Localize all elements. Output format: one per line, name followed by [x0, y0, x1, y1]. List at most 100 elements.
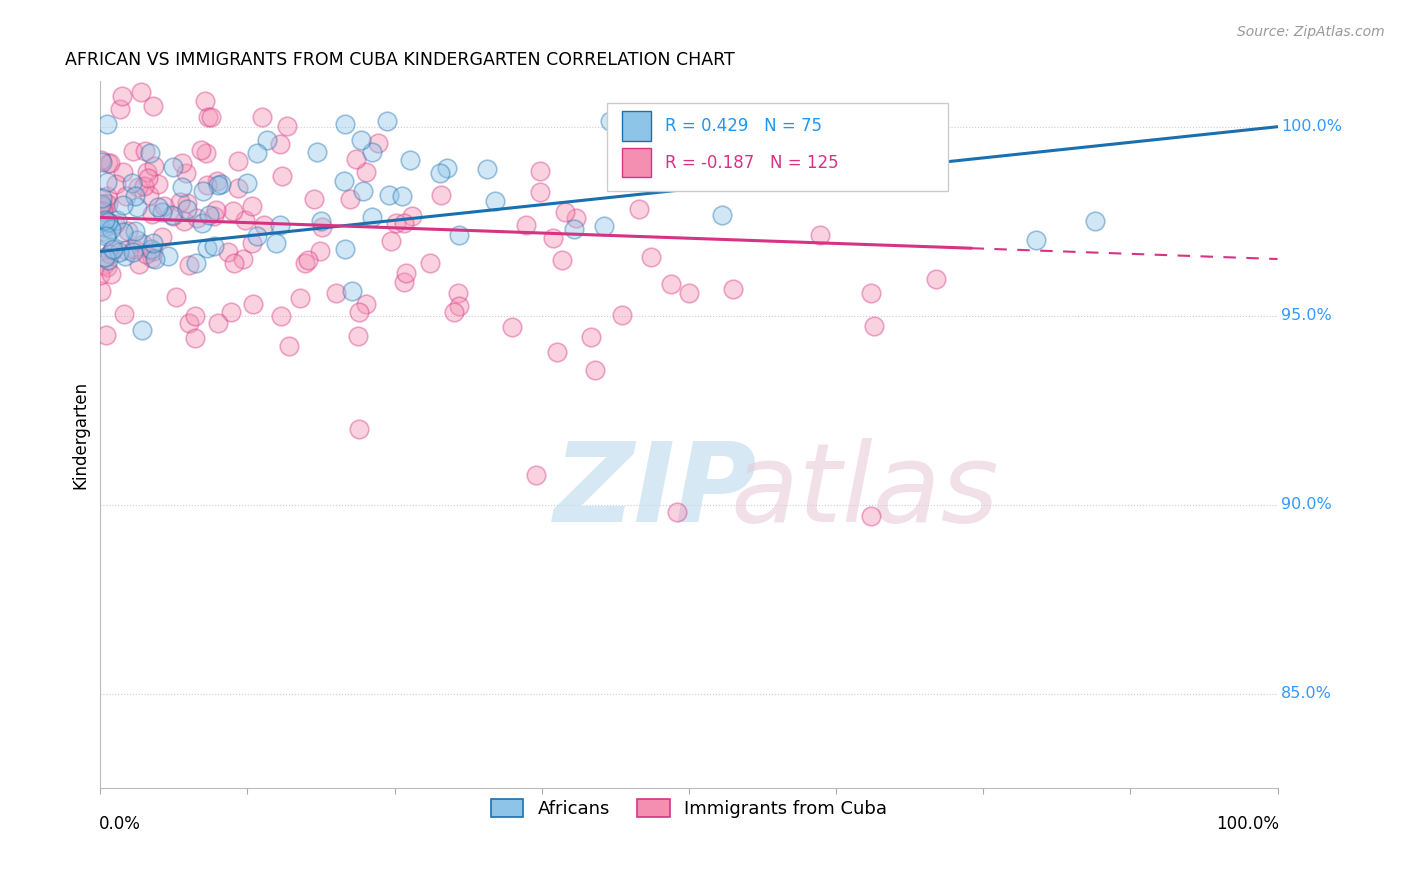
- Point: [143, 252, 166, 266]
- Point: [128, 257, 150, 271]
- Point: [91, 204, 114, 219]
- Point: [378, 188, 401, 202]
- Point: [191, 215, 214, 229]
- Text: 90.0%: 90.0%: [1281, 497, 1331, 512]
- Point: [541, 231, 564, 245]
- Point: [246, 229, 269, 244]
- Point: [391, 189, 413, 203]
- FancyBboxPatch shape: [606, 103, 948, 191]
- Point: [429, 166, 451, 180]
- Point: [311, 213, 333, 227]
- Point: [111, 88, 134, 103]
- Point: [136, 164, 159, 178]
- Point: [207, 316, 229, 330]
- Point: [721, 281, 744, 295]
- Point: [349, 305, 371, 319]
- Point: [202, 209, 225, 223]
- Point: [169, 194, 191, 209]
- Point: [253, 218, 276, 232]
- Y-axis label: Kindergarten: Kindergarten: [72, 381, 89, 489]
- Point: [132, 236, 155, 251]
- Text: R = 0.429   N = 75: R = 0.429 N = 75: [665, 117, 823, 135]
- Point: [98, 156, 121, 170]
- Point: [112, 307, 135, 321]
- Point: [678, 286, 700, 301]
- Point: [111, 197, 134, 211]
- Point: [207, 178, 229, 193]
- Text: 0.0%: 0.0%: [100, 815, 141, 833]
- Point: [340, 285, 363, 299]
- Point: [91, 199, 114, 213]
- Point: [124, 188, 146, 202]
- Point: [394, 275, 416, 289]
- Point: [207, 174, 229, 188]
- Point: [96, 188, 118, 202]
- Point: [333, 174, 356, 188]
- Point: [339, 192, 361, 206]
- Point: [117, 224, 139, 238]
- Point: [89, 268, 111, 282]
- Point: [863, 319, 886, 334]
- Point: [96, 117, 118, 131]
- Point: [160, 208, 183, 222]
- Point: [96, 227, 118, 242]
- Point: [209, 177, 232, 191]
- Point: [174, 166, 197, 180]
- Point: [96, 215, 118, 229]
- Point: [91, 224, 114, 238]
- Point: [627, 202, 650, 217]
- Point: [311, 219, 333, 234]
- Point: [579, 330, 602, 344]
- Point: [367, 136, 389, 150]
- Point: [240, 199, 263, 213]
- Point: [344, 152, 367, 166]
- Point: [302, 192, 325, 206]
- Point: [135, 247, 157, 261]
- Point: [430, 187, 453, 202]
- Point: [271, 169, 294, 183]
- Point: [197, 208, 219, 222]
- Point: [659, 277, 682, 292]
- Point: [335, 117, 357, 131]
- Point: [97, 197, 120, 211]
- Point: [101, 243, 124, 257]
- Point: [110, 102, 132, 116]
- Text: 85.0%: 85.0%: [1281, 686, 1331, 701]
- Point: [150, 204, 173, 219]
- FancyBboxPatch shape: [621, 148, 651, 178]
- Point: [484, 194, 506, 209]
- Point: [94, 213, 117, 227]
- Point: [256, 133, 278, 147]
- Text: Source: ZipAtlas.com: Source: ZipAtlas.com: [1237, 25, 1385, 39]
- Point: [200, 110, 222, 124]
- Point: [1025, 233, 1047, 247]
- Point: [97, 156, 120, 170]
- Point: [194, 146, 217, 161]
- Point: [91, 155, 114, 169]
- Text: 100.0%: 100.0%: [1281, 120, 1343, 134]
- Point: [186, 256, 208, 270]
- Point: [233, 213, 256, 227]
- Point: [136, 171, 159, 186]
- Point: [127, 233, 149, 247]
- Point: [269, 218, 291, 232]
- Point: [565, 211, 588, 225]
- Text: 100.0%: 100.0%: [1216, 815, 1278, 833]
- Point: [115, 244, 138, 258]
- Point: [449, 227, 471, 242]
- Point: [97, 215, 120, 229]
- Point: [129, 85, 152, 99]
- Point: [205, 202, 228, 217]
- Point: [419, 256, 441, 270]
- Point: [96, 175, 118, 189]
- Point: [235, 176, 257, 190]
- Point: [401, 209, 423, 223]
- Point: [447, 285, 470, 300]
- Point: [242, 235, 264, 250]
- Point: [124, 224, 146, 238]
- Point: [360, 210, 382, 224]
- Point: [551, 252, 574, 267]
- Point: [380, 234, 402, 248]
- Point: [134, 178, 156, 193]
- Point: [190, 143, 212, 157]
